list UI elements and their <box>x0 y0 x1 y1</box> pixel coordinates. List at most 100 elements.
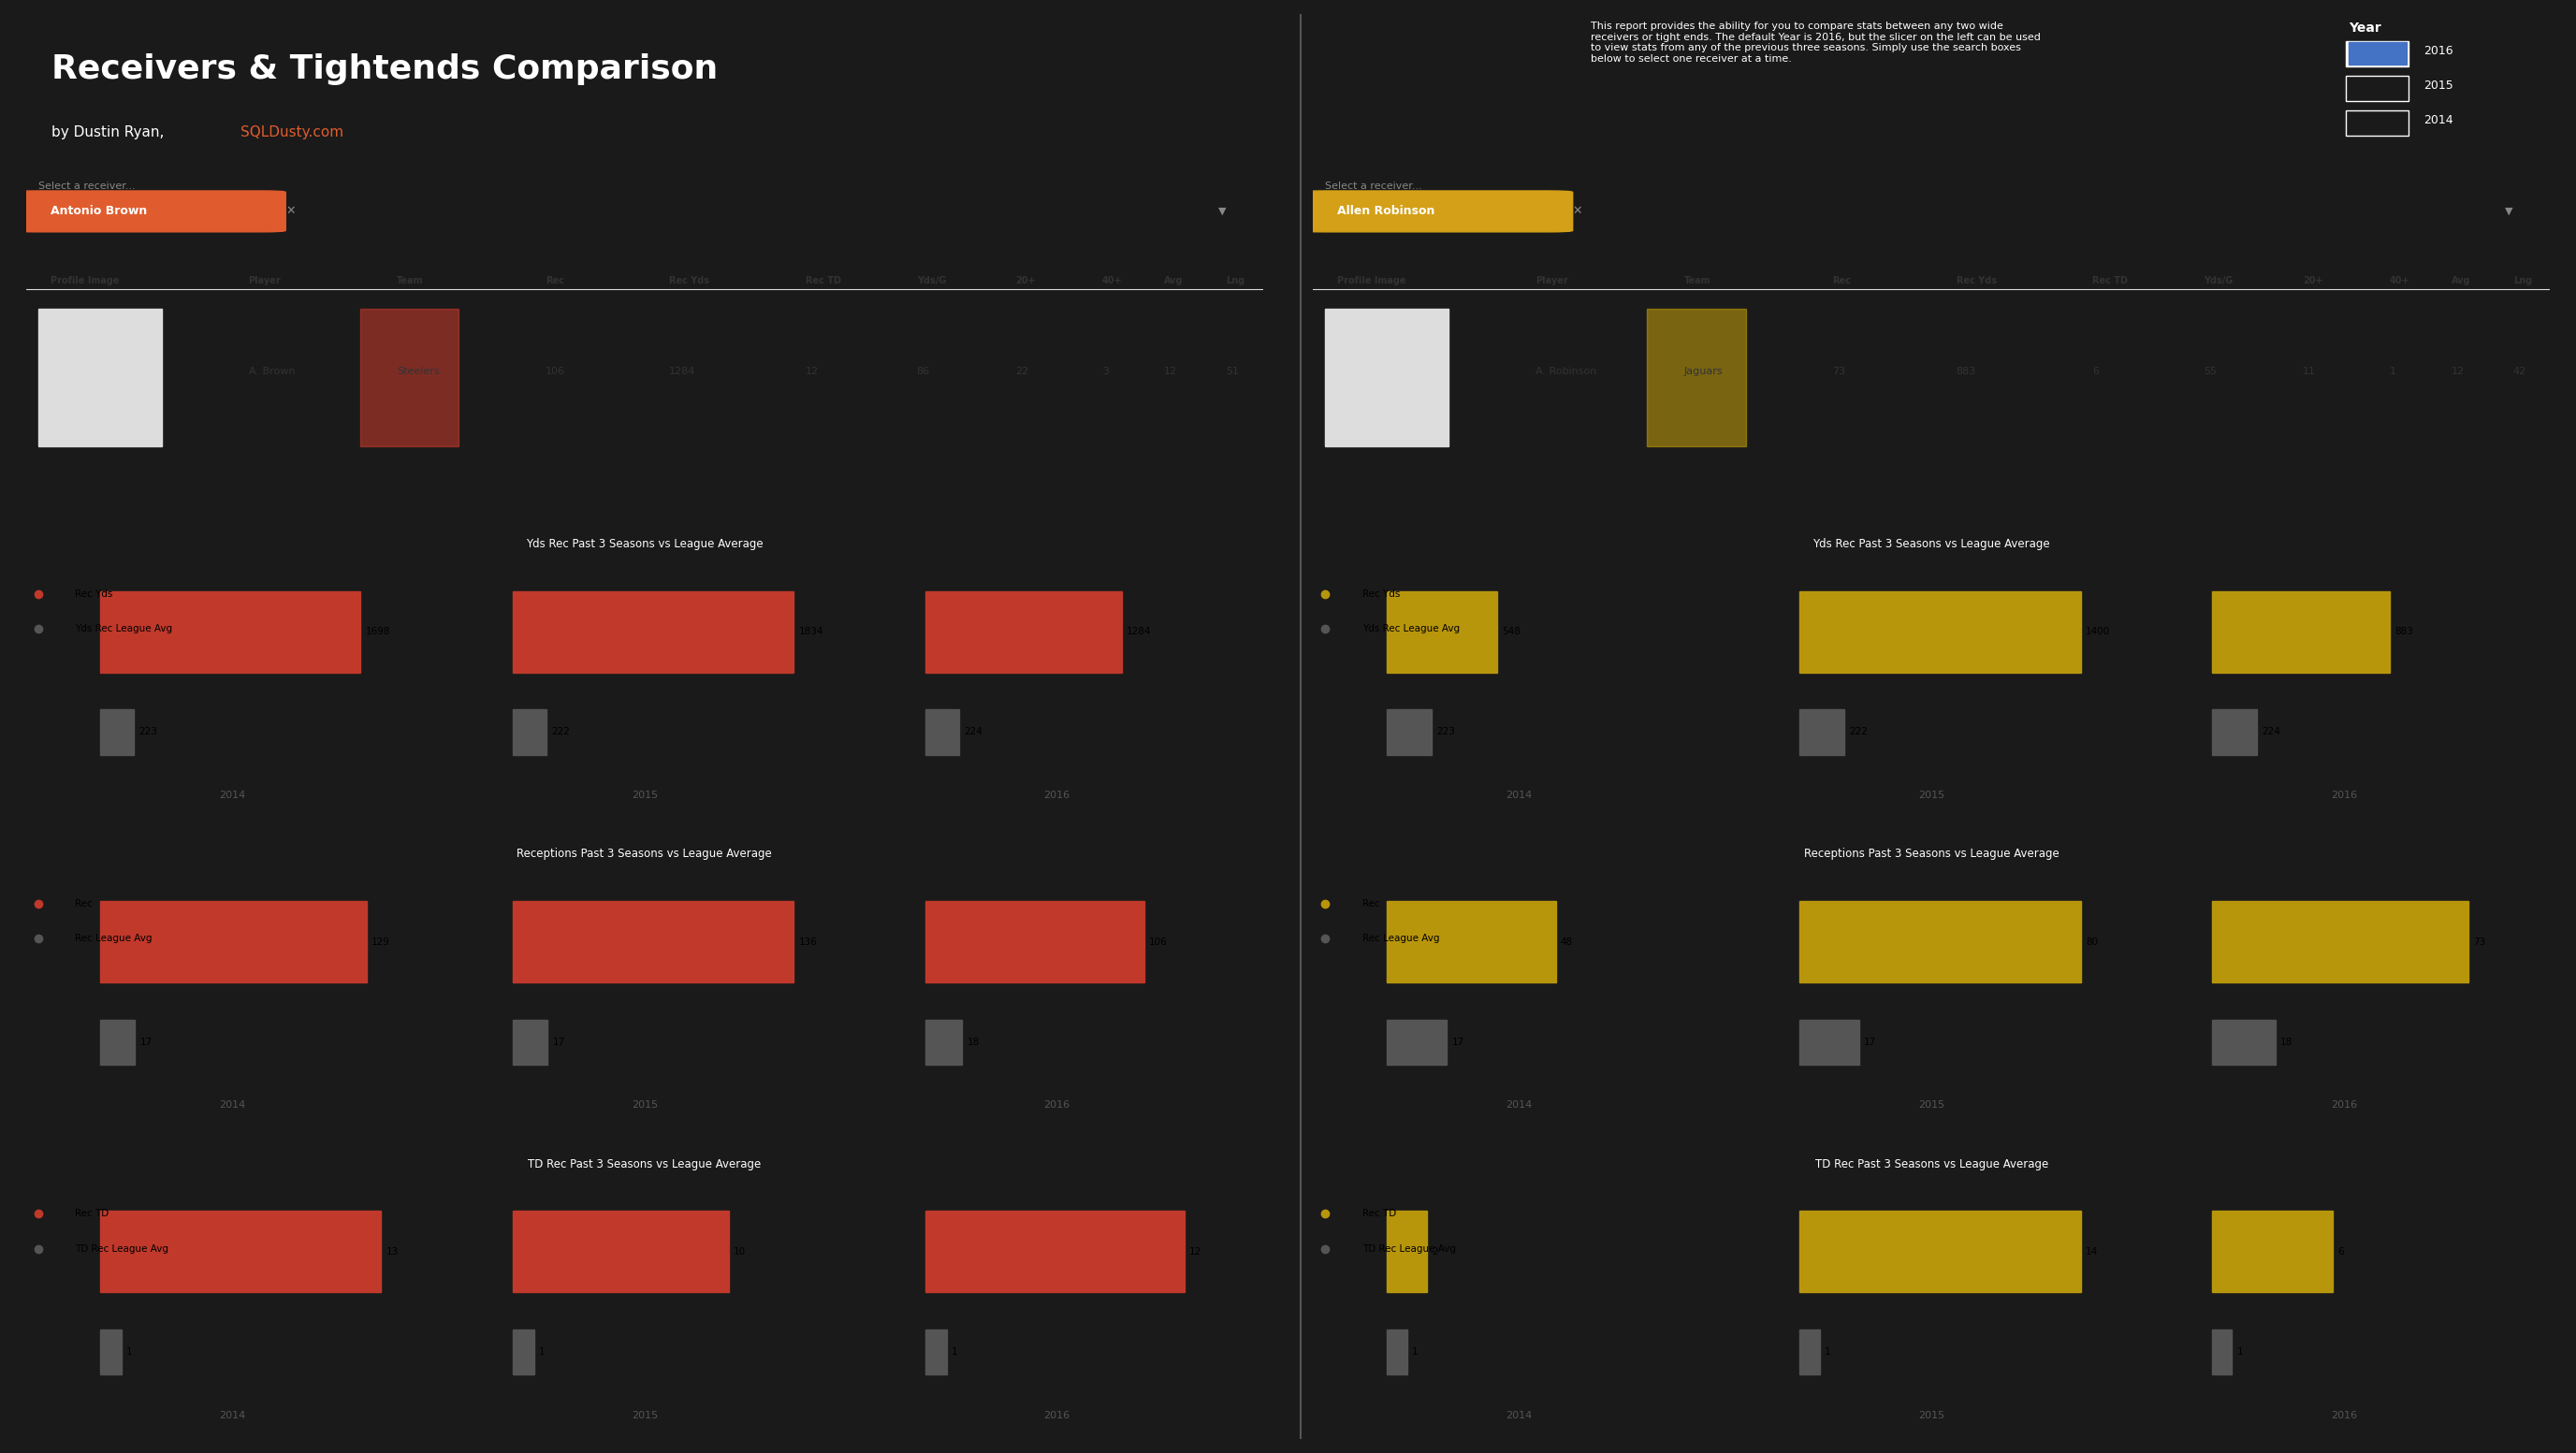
Bar <box>1801 709 1844 754</box>
Text: TD Rec League Avg: TD Rec League Avg <box>75 1244 170 1254</box>
Text: This report provides the ability for you to compare stats between any two wide
r: This report provides the ability for you… <box>1592 22 2040 64</box>
Text: 2016: 2016 <box>2331 790 2357 801</box>
Text: 2015: 2015 <box>1919 790 1945 801</box>
Text: 883: 883 <box>2393 628 2414 636</box>
Text: 2: 2 <box>1432 1247 1437 1257</box>
Text: Rec TD: Rec TD <box>75 1209 108 1218</box>
Text: Rec League Avg: Rec League Avg <box>1363 934 1440 943</box>
Text: Yds Rec League Avg: Yds Rec League Avg <box>75 625 173 634</box>
Text: 1284: 1284 <box>1126 628 1151 636</box>
Text: Avg: Avg <box>2452 276 2470 286</box>
Bar <box>1324 309 1448 446</box>
Text: Profile Image: Profile Image <box>1337 276 1406 286</box>
Text: ✕: ✕ <box>1571 205 1582 216</box>
Text: 2015: 2015 <box>631 790 657 801</box>
Text: 17: 17 <box>554 1037 564 1046</box>
Text: 73: 73 <box>1832 366 1847 376</box>
Text: Rec TD: Rec TD <box>806 276 840 286</box>
Bar <box>100 709 134 754</box>
Text: 80: 80 <box>2087 937 2097 946</box>
Bar <box>2213 709 2257 754</box>
Text: 12: 12 <box>806 366 819 376</box>
Text: TD Rec League Avg: TD Rec League Avg <box>1363 1244 1455 1254</box>
Bar <box>1646 309 1747 446</box>
Text: ▼: ▼ <box>1218 206 1226 215</box>
Text: 2015: 2015 <box>2424 80 2455 92</box>
Text: 51: 51 <box>1226 366 1239 376</box>
Text: 2016: 2016 <box>1043 1411 1069 1420</box>
Bar <box>100 1329 121 1375</box>
Bar <box>1801 1020 1860 1065</box>
Text: 11: 11 <box>2303 366 2316 376</box>
Text: 2014: 2014 <box>219 1100 245 1110</box>
Text: Rec: Rec <box>75 899 93 908</box>
Text: 1: 1 <box>1824 1347 1832 1357</box>
Text: Team: Team <box>1685 276 1710 286</box>
Bar <box>513 709 546 754</box>
Text: 86: 86 <box>917 366 930 376</box>
Text: 222: 222 <box>551 728 569 737</box>
Text: 1: 1 <box>951 1347 958 1357</box>
Text: 223: 223 <box>139 728 157 737</box>
Text: 2014: 2014 <box>1507 1100 1533 1110</box>
Text: Rec TD: Rec TD <box>1363 1209 1396 1218</box>
Bar <box>1801 1329 1819 1375</box>
Text: 40+: 40+ <box>1103 276 1123 286</box>
Text: 222: 222 <box>1850 728 1868 737</box>
Text: 13: 13 <box>386 1247 399 1257</box>
Bar <box>2347 41 2409 65</box>
Text: Rec TD: Rec TD <box>2092 276 2128 286</box>
Text: 2014: 2014 <box>2424 115 2452 126</box>
Text: 883: 883 <box>1955 366 1976 376</box>
Bar <box>2349 42 2406 64</box>
Text: 224: 224 <box>2262 728 2280 737</box>
Text: 3: 3 <box>1103 366 1108 376</box>
Text: 17: 17 <box>1453 1037 1463 1046</box>
Text: Player: Player <box>1535 276 1569 286</box>
Text: Rec Yds: Rec Yds <box>670 276 708 286</box>
Text: 48: 48 <box>1561 937 1574 946</box>
Text: 55: 55 <box>2202 366 2218 376</box>
Text: Receptions Past 3 Seasons vs League Average: Receptions Past 3 Seasons vs League Aver… <box>1803 849 2058 860</box>
Bar <box>925 1020 963 1065</box>
Text: 548: 548 <box>1502 628 1520 636</box>
Text: Yds Rec Past 3 Seasons vs League Average: Yds Rec Past 3 Seasons vs League Average <box>1814 538 2050 551</box>
Text: Yds/G: Yds/G <box>917 276 945 286</box>
Text: Avg: Avg <box>1164 276 1182 286</box>
Text: 1698: 1698 <box>366 628 389 636</box>
Bar <box>100 1020 134 1065</box>
Text: 20+: 20+ <box>1015 276 1036 286</box>
Text: Receptions Past 3 Seasons vs League Average: Receptions Past 3 Seasons vs League Aver… <box>518 849 773 860</box>
Text: Yds Rec League Avg: Yds Rec League Avg <box>1363 625 1461 634</box>
Bar <box>513 1020 549 1065</box>
Text: 2014: 2014 <box>1507 1411 1533 1420</box>
Bar <box>2347 110 2409 135</box>
Bar <box>2213 1210 2331 1293</box>
Text: 1: 1 <box>1412 1347 1419 1357</box>
Text: Select a receiver...: Select a receiver... <box>1324 182 1422 192</box>
Bar <box>2347 76 2409 100</box>
Text: 12: 12 <box>1164 366 1177 376</box>
Text: 73: 73 <box>2473 937 2486 946</box>
Text: Rec Yds: Rec Yds <box>75 590 113 599</box>
Text: 2016: 2016 <box>1043 790 1069 801</box>
Text: 106: 106 <box>1149 937 1167 946</box>
Text: 136: 136 <box>799 937 817 946</box>
Text: Yds Rec Past 3 Seasons vs League Average: Yds Rec Past 3 Seasons vs League Average <box>526 538 762 551</box>
Text: Select a receiver...: Select a receiver... <box>39 182 134 192</box>
Text: 1: 1 <box>538 1347 546 1357</box>
Bar <box>1386 1329 1406 1375</box>
Text: 1400: 1400 <box>2087 628 2110 636</box>
Text: Player: Player <box>247 276 281 286</box>
Text: 6: 6 <box>2092 366 2099 376</box>
Text: Yds/G: Yds/G <box>2202 276 2233 286</box>
Text: 2015: 2015 <box>631 1411 657 1420</box>
Text: 1: 1 <box>2236 1347 2244 1357</box>
Text: by Dustin Ryan,: by Dustin Ryan, <box>52 126 167 139</box>
Text: A. Brown: A. Brown <box>247 366 294 376</box>
Text: Team: Team <box>397 276 425 286</box>
Bar <box>2213 1020 2275 1065</box>
Text: 6: 6 <box>2336 1247 2344 1257</box>
Text: 2015: 2015 <box>631 1100 657 1110</box>
Text: 18: 18 <box>966 1037 979 1046</box>
